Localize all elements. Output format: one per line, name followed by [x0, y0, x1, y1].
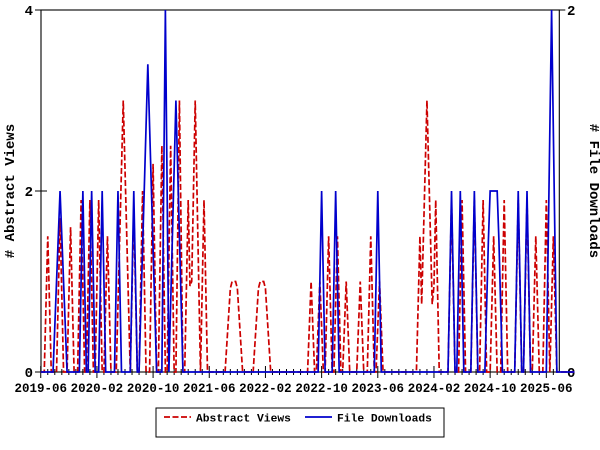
svg-text:# File Downloads: # File Downloads [585, 124, 600, 258]
svg-text:2: 2 [25, 185, 33, 201]
svg-text:2024-02: 2024-02 [408, 382, 461, 396]
svg-text:2022-02: 2022-02 [239, 382, 292, 396]
svg-text:2020-10: 2020-10 [127, 382, 180, 396]
svg-text:2024-10: 2024-10 [464, 382, 517, 396]
svg-text:# Abstract Views: # Abstract Views [3, 124, 19, 258]
svg-text:4: 4 [25, 4, 33, 20]
svg-text:Abstract Views: Abstract Views [196, 414, 291, 426]
svg-text:2025-06: 2025-06 [520, 382, 573, 396]
svg-text:2020-02: 2020-02 [71, 382, 124, 396]
svg-text:0: 0 [567, 366, 575, 382]
svg-text:0: 0 [25, 366, 33, 382]
svg-text:2023-06: 2023-06 [352, 382, 405, 396]
svg-text:2019-06: 2019-06 [14, 382, 67, 396]
svg-text:2022-10: 2022-10 [295, 382, 348, 396]
svg-text:File Downloads: File Downloads [337, 414, 432, 426]
svg-text:2021-06: 2021-06 [183, 382, 236, 396]
svg-text:2: 2 [567, 4, 575, 20]
